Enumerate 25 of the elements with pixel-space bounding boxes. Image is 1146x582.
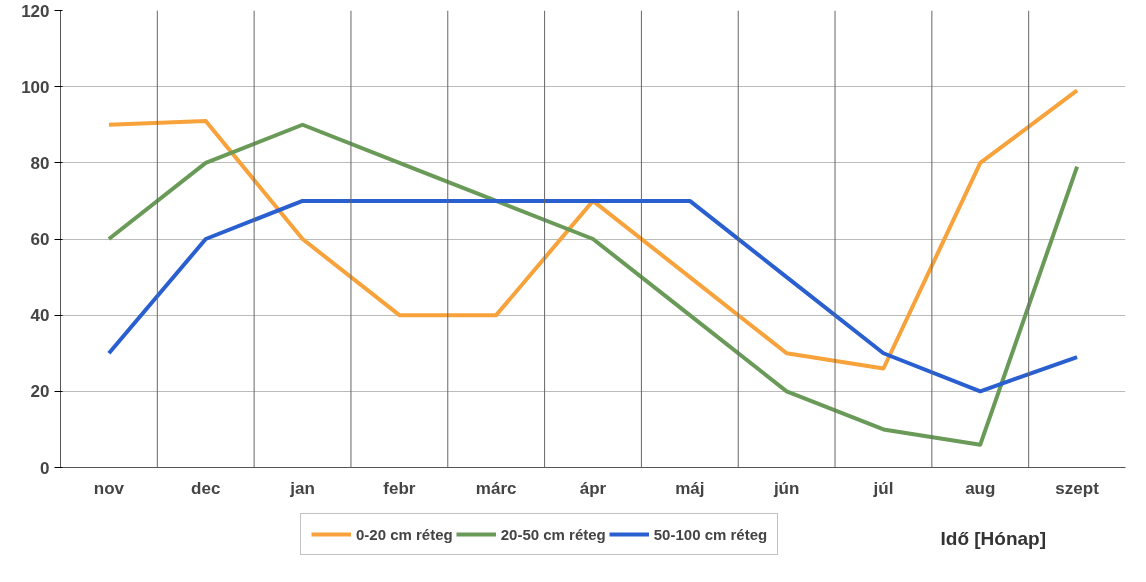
x-tick-label: nov bbox=[93, 478, 125, 498]
x-tick-label: jan bbox=[289, 478, 315, 498]
x-tick-label: szept bbox=[1055, 478, 1100, 498]
x-tick-label: márc bbox=[475, 478, 517, 498]
x-axis-title: Idő [Hónap] bbox=[940, 527, 1047, 549]
legend-label: 0-20 cm réteg bbox=[356, 525, 453, 543]
x-tick-label: aug bbox=[965, 478, 996, 498]
line-series bbox=[106, 122, 1080, 447]
line-series bbox=[106, 88, 1080, 371]
x-tick-label: dec bbox=[191, 478, 221, 498]
x-tick-label: júl bbox=[872, 478, 894, 498]
x-tick-label: jún bbox=[772, 478, 800, 498]
x-tick-label: máj bbox=[675, 478, 705, 498]
y-tick-label: 120 bbox=[21, 1, 50, 21]
x-tick-label: febr bbox=[383, 478, 416, 498]
y-tick-label: 40 bbox=[30, 306, 50, 326]
y-tick-label: 0 bbox=[40, 458, 50, 478]
y-tick-label: 60 bbox=[30, 230, 50, 249]
y-tick-label: 80 bbox=[30, 153, 50, 173]
line-series bbox=[106, 198, 1080, 394]
y-tick-label: 100 bbox=[21, 77, 50, 97]
y-tick-label: 20 bbox=[30, 382, 50, 402]
x-tick-label: ápr bbox=[579, 478, 607, 498]
legend-label: 50-100 cm réteg bbox=[653, 525, 768, 543]
legend-label: 20-50 cm réteg bbox=[500, 525, 606, 543]
